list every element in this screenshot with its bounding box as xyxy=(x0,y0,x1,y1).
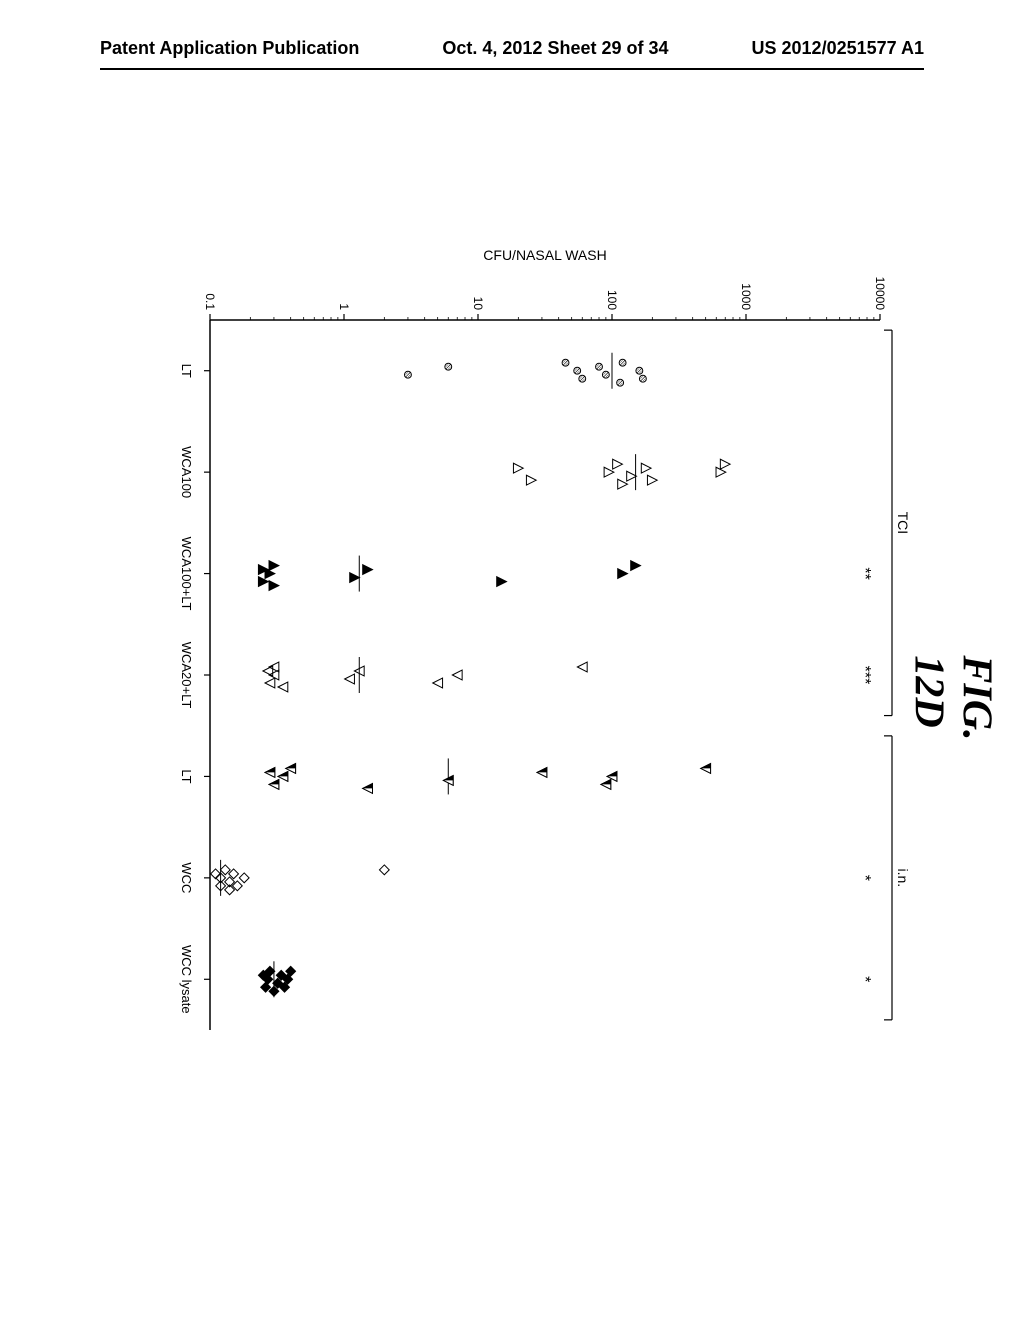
svg-text:*: * xyxy=(856,875,873,881)
header-rule xyxy=(100,68,924,70)
svg-text:WCC lysate: WCC lysate xyxy=(179,945,194,1014)
header-left: Patent Application Publication xyxy=(100,38,359,59)
figure-label: FIG. 12D xyxy=(905,655,1001,740)
svg-text:***: *** xyxy=(856,666,873,685)
svg-text:100: 100 xyxy=(605,290,619,310)
svg-text:CFU/NASAL WASH: CFU/NASAL WASH xyxy=(483,247,606,263)
figure-12d: 0.1 1 10 100 1000 10000 CFU/NASAL WASH LT WCA100… xyxy=(100,180,920,1120)
svg-text:WCA100: WCA100 xyxy=(179,446,194,498)
svg-text:**: ** xyxy=(856,567,873,579)
svg-text:TCI: TCI xyxy=(895,512,911,535)
header-center: Oct. 4, 2012 Sheet 29 of 34 xyxy=(442,38,668,59)
svg-text:1: 1 xyxy=(337,303,351,310)
chart-rotated-wrap: 0.1 1 10 100 1000 10000 CFU/NASAL WASH LT WCA100… xyxy=(100,240,920,1060)
header-right: US 2012/0251577 A1 xyxy=(752,38,924,59)
svg-text:LT: LT xyxy=(179,364,194,378)
svg-text:*: * xyxy=(856,976,873,982)
svg-text:WCA100+LT: WCA100+LT xyxy=(179,537,194,611)
svg-text:0.1: 0.1 xyxy=(203,293,217,310)
scatter-chart: 0.1 1 10 100 1000 10000 CFU/NASAL WASH LT WCA100… xyxy=(100,240,920,1060)
svg-text:LT: LT xyxy=(179,769,194,783)
svg-text:WCC: WCC xyxy=(179,862,194,893)
svg-text:1000: 1000 xyxy=(739,283,753,310)
svg-text:WCA20+LT: WCA20+LT xyxy=(179,642,194,709)
svg-text:i.n.: i.n. xyxy=(895,869,911,888)
page-header: Patent Application Publication Oct. 4, 2… xyxy=(0,38,1024,59)
svg-text:10000: 10000 xyxy=(873,277,887,311)
svg-text:10: 10 xyxy=(471,297,485,311)
